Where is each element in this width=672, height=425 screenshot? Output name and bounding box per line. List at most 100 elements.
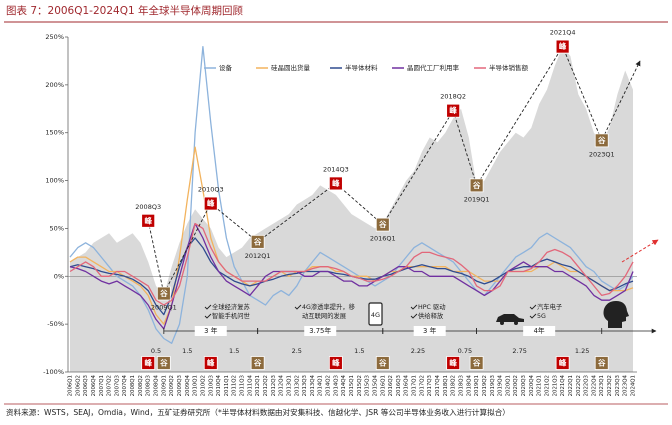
x-tick-label: 2022Q2: [576, 375, 582, 396]
x-tick-label: 2011Q1: [224, 375, 230, 396]
duration-label: 1.5: [229, 347, 239, 355]
x-tick-label: 2008Q2: [138, 375, 144, 396]
x-tick-label: 2009Q4: [185, 374, 191, 396]
cycle-marker: [156, 286, 171, 301]
cycle-marker-label: 2009Q1: [151, 304, 177, 312]
timeline-marker-text: 谷: [160, 358, 168, 368]
timeline-marker-text: 谷: [254, 358, 262, 368]
cycle-marker-text: 峰: [332, 178, 340, 188]
timeline-marker-text: 峰: [144, 358, 152, 368]
timeline-marker: [250, 356, 265, 370]
cycle-label-bg: [194, 326, 227, 336]
check-icon: [529, 304, 537, 310]
x-tick-label: 2012Q2: [263, 375, 269, 396]
timeline-marker: [446, 356, 461, 370]
x-tick-label: 2012Q1: [255, 375, 261, 396]
timeline-marker: [375, 356, 390, 370]
y-tick-label: 100%: [45, 177, 64, 185]
cycle-marker: [469, 178, 484, 193]
cycle-marker-label: 2019Q1: [464, 195, 490, 203]
x-tick-label: 2011Q3: [240, 375, 246, 396]
y-tick-label: 200%: [45, 81, 64, 89]
legend-label: 晶圆代工厂利用率: [407, 63, 460, 72]
cycle-marker: [555, 39, 570, 54]
x-tick-label: 2014Q1: [318, 375, 324, 396]
check-icon: [410, 313, 418, 319]
x-tick-label: 2013Q3: [302, 375, 308, 396]
x-tick-label: 2021Q3: [552, 375, 558, 396]
x-tick-label: 2007Q3: [114, 375, 120, 396]
legend-label: 半导体材料: [345, 63, 378, 72]
timeline-marker-text: 峰: [332, 358, 340, 368]
timeline-marker: [328, 356, 343, 370]
brain-icon: [603, 301, 629, 328]
x-tick-label: 2007Q4: [122, 374, 128, 396]
y-tick-label: -50%: [47, 320, 64, 328]
duration-label: 1.5: [354, 347, 364, 355]
duration-label: 0.75: [458, 347, 472, 355]
chart-title: 图表 7：2006Q1-2024Q1 年全球半导体周期回顾: [6, 4, 243, 17]
x-tick-label: 2011Q4: [247, 374, 253, 396]
x-tick-label: 2007Q2: [107, 375, 113, 396]
x-tick-label: 2023Q1: [599, 375, 605, 396]
cycle-marker: [375, 217, 390, 232]
x-tick-label: 2011Q2: [232, 375, 238, 396]
x-tick-label: 2020Q4: [529, 374, 535, 396]
cycle-marker: [203, 196, 218, 211]
timeline-marker-text: 谷: [379, 358, 387, 368]
cycle-marker-label: 2021Q4: [550, 29, 576, 37]
x-tick-label: 2016Q1: [380, 375, 386, 396]
cycle-marker-text: 峰: [449, 105, 457, 115]
cycle-marker-label: 2023Q1: [589, 150, 615, 158]
x-tick-label: 2019Q2: [482, 375, 488, 396]
driver-text: 全球经济复苏: [212, 302, 250, 311]
timeline-marker-text: 峰: [559, 358, 567, 368]
check-icon: [529, 313, 537, 319]
x-tick-label: 2006Q2: [75, 375, 81, 396]
x-tick-label: 2024Q1: [631, 375, 637, 396]
duration-label: 2.5: [292, 347, 302, 355]
x-tick-label: 2009Q1: [161, 375, 167, 396]
duration-label: 1.25: [575, 347, 589, 355]
x-tick-label: 2022Q1: [568, 375, 574, 396]
x-tick-label: 2015Q3: [365, 375, 371, 396]
x-tick-label: 2019Q3: [490, 375, 496, 396]
x-tick-label: 2013Q1: [286, 375, 292, 396]
legend-label: 设备: [219, 63, 233, 72]
x-tick-label: 2023Q4: [623, 374, 629, 396]
driver-text: 汽车电子: [537, 302, 562, 311]
cycle-marker-label: 2010Q3: [198, 186, 224, 194]
cycle-marker-text: 峰: [559, 41, 567, 51]
cycle-marker-text: 谷: [254, 236, 262, 246]
x-tick-label: 2016Q4: [404, 374, 410, 396]
x-tick-label: 2014Q4: [341, 374, 347, 396]
duration-label: 2.75: [512, 347, 526, 355]
cycle-marker-text: 峰: [207, 198, 215, 208]
series-line: [69, 222, 634, 306]
x-tick-label: 2012Q3: [271, 375, 277, 396]
x-tick-label: 2018Q4: [466, 374, 472, 396]
x-tick-label: 2020Q3: [521, 375, 527, 396]
x-tick-label: 2020Q1: [505, 375, 511, 396]
outlook-arrow: [621, 239, 659, 263]
cycle-marker-text: 谷: [473, 180, 481, 190]
cycle-marker-text: 谷: [160, 288, 168, 298]
timeline-marker: [594, 356, 609, 370]
x-tick-label: 2008Q3: [146, 375, 152, 396]
cycle-marker-label: 2012Q1: [245, 252, 271, 260]
x-tick-label: 2020Q2: [513, 375, 519, 396]
cycle-marker-text: 谷: [379, 219, 387, 229]
driver-text: 智能手机问世: [212, 311, 250, 320]
x-tick-label: 2013Q2: [294, 375, 300, 396]
y-tick-label: 0%: [54, 272, 64, 280]
cycle-marker: [594, 133, 609, 148]
cycle-label-bg: [523, 326, 556, 336]
timeline-marker-text: 谷: [598, 358, 606, 368]
check-icon: [204, 313, 212, 319]
x-tick-label: 2017Q4: [435, 374, 441, 396]
legend-label: 半导体销售额: [489, 63, 529, 72]
check-icon: [204, 304, 212, 310]
timeline-marker: [469, 356, 484, 370]
x-tick-label: 2019Q1: [474, 375, 480, 396]
